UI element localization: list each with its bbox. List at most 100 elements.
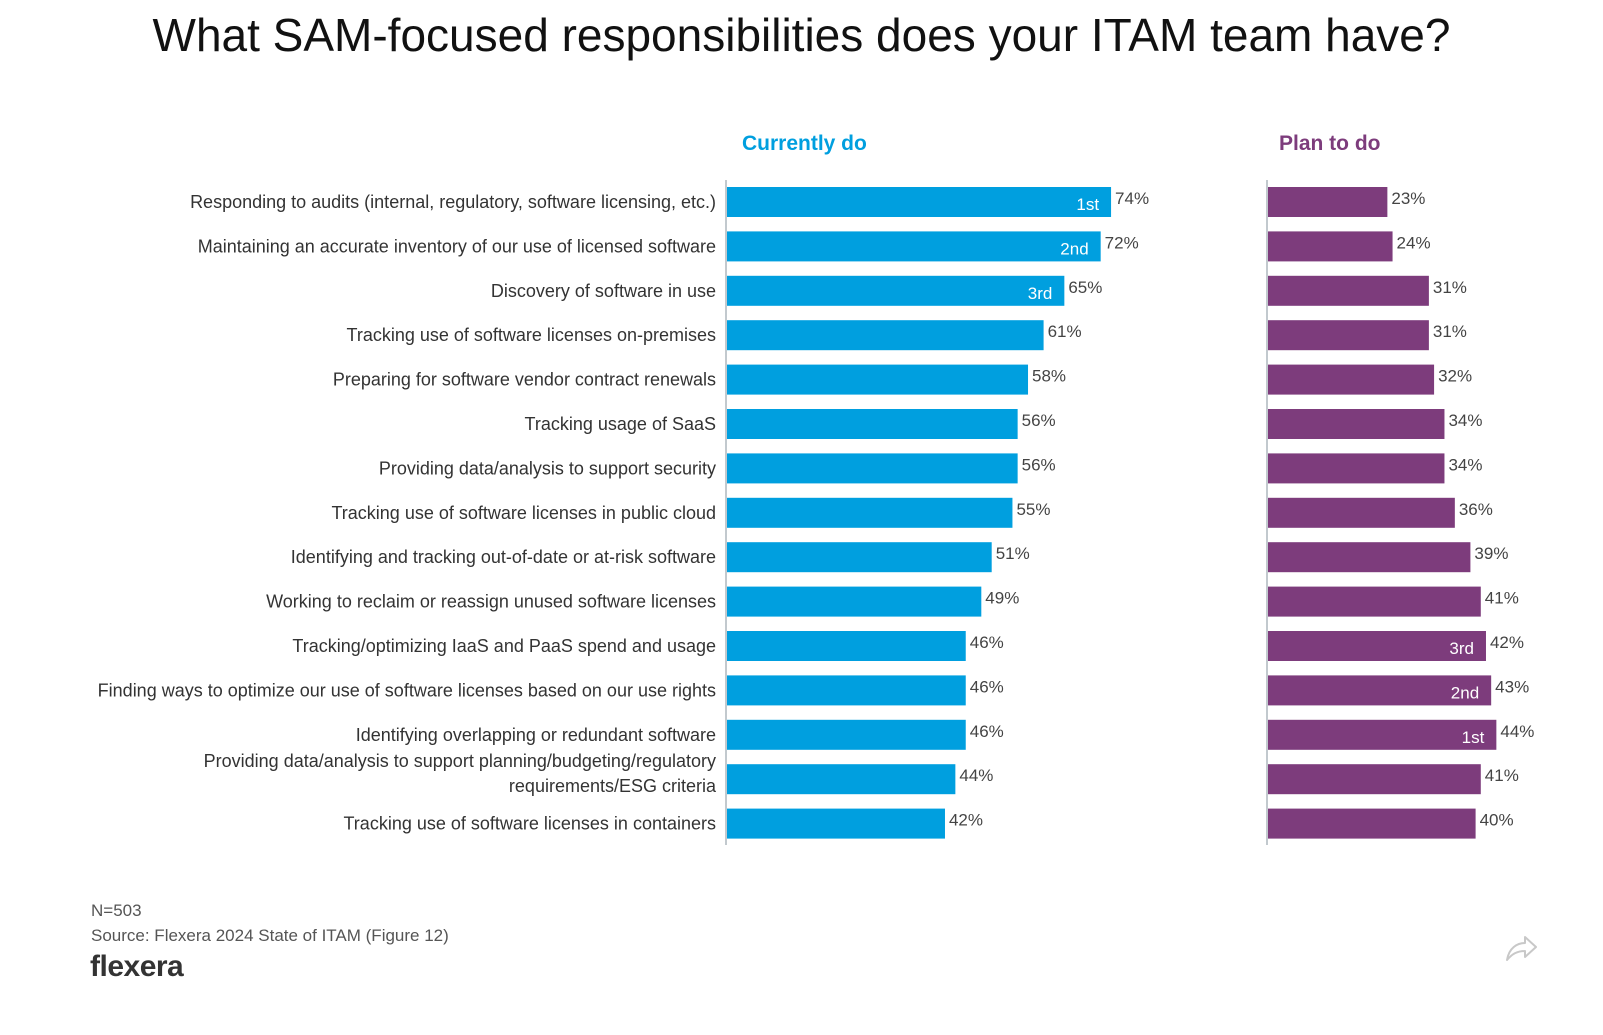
chart-title: What SAM-focused responsibilities does y…	[152, 9, 1451, 61]
bar-plan-to-do	[1268, 187, 1388, 217]
value-label-plan-to-do: 39%	[1474, 544, 1508, 563]
rank-label-currently-do: 2nd	[1060, 239, 1088, 258]
category-label: Tracking usage of SaaS	[525, 414, 716, 434]
category-label: Providing data/analysis to support plann…	[204, 751, 717, 796]
bar-currently-do	[727, 231, 1101, 262]
bar-currently-do	[727, 542, 992, 573]
category-label: Identifying overlapping or redundant sof…	[356, 725, 716, 745]
bar-currently-do	[727, 719, 966, 750]
category-label-line: Finding ways to optimize our use of soft…	[98, 680, 716, 700]
category-label: Responding to audits (internal, regulato…	[190, 192, 716, 212]
value-label-currently-do: 56%	[1022, 455, 1056, 474]
rank-label-plan-to-do: 2nd	[1451, 683, 1479, 702]
bar-currently-do	[727, 364, 1029, 395]
value-label-currently-do: 74%	[1115, 189, 1149, 208]
value-label-currently-do: 51%	[996, 544, 1030, 563]
value-label-plan-to-do: 42%	[1490, 633, 1524, 652]
category-label-line: requirements/ESG criteria	[509, 776, 717, 796]
bar-currently-do	[727, 453, 1018, 484]
category-label-line: Tracking usage of SaaS	[525, 414, 716, 434]
value-label-plan-to-do: 41%	[1485, 589, 1519, 608]
category-label-line: Preparing for software vendor contract r…	[333, 370, 716, 390]
bar-currently-do	[727, 631, 966, 661]
category-label-line: Identifying and tracking out-of-date or …	[291, 547, 716, 567]
series-header-plan-to-do: Plan to do	[1279, 132, 1381, 155]
bar-plan-to-do	[1268, 808, 1476, 839]
bar-plan-to-do	[1268, 320, 1429, 351]
rank-label-plan-to-do: 3rd	[1449, 639, 1474, 658]
share-arrow-icon[interactable]	[1503, 930, 1539, 966]
value-label-plan-to-do: 23%	[1391, 189, 1425, 208]
bar-plan-to-do	[1268, 542, 1471, 573]
category-label-line: Working to reclaim or reassign unused so…	[266, 592, 716, 612]
value-label-currently-do: 72%	[1105, 233, 1139, 252]
value-label-currently-do: 46%	[970, 633, 1004, 652]
rank-label-currently-do: 1st	[1076, 195, 1099, 214]
value-label-plan-to-do: 40%	[1480, 811, 1514, 830]
bar-currently-do	[727, 409, 1018, 439]
value-label-currently-do: 49%	[985, 589, 1019, 608]
value-label-plan-to-do: 34%	[1448, 455, 1482, 474]
value-label-currently-do: 42%	[949, 811, 983, 830]
category-label: Tracking/optimizing IaaS and PaaS spend …	[292, 636, 716, 656]
category-label-line: Discovery of software in use	[491, 281, 716, 301]
category-label-line: Tracking/optimizing IaaS and PaaS spend …	[292, 636, 716, 656]
value-label-currently-do: 46%	[970, 722, 1004, 741]
value-label-plan-to-do: 24%	[1397, 233, 1431, 252]
bar-currently-do	[727, 808, 945, 839]
value-label-plan-to-do: 34%	[1448, 411, 1482, 430]
category-label: Tracking use of software licenses in con…	[343, 814, 716, 834]
bar-currently-do	[727, 320, 1044, 351]
bar-plan-to-do	[1268, 719, 1497, 750]
rank-label-plan-to-do: 1st	[1462, 728, 1485, 747]
category-label: Maintaining an accurate inventory of our…	[198, 236, 716, 256]
value-label-currently-do: 61%	[1048, 322, 1082, 341]
category-label: Finding ways to optimize our use of soft…	[98, 680, 716, 700]
category-label: Identifying and tracking out-of-date or …	[291, 547, 716, 567]
value-label-currently-do: 58%	[1032, 367, 1066, 386]
bar-plan-to-do	[1268, 586, 1481, 617]
value-label-currently-do: 65%	[1068, 278, 1102, 297]
value-label-currently-do: 55%	[1016, 500, 1050, 519]
flexera-logo: flexera	[90, 950, 184, 983]
bar-currently-do	[727, 275, 1065, 306]
value-label-currently-do: 46%	[970, 677, 1004, 696]
category-label: Tracking use of software licenses in pub…	[331, 503, 716, 523]
rank-label-currently-do: 3rd	[1028, 284, 1053, 303]
category-label-line: Identifying overlapping or redundant sof…	[356, 725, 716, 745]
bar-plan-to-do	[1268, 675, 1492, 706]
value-label-plan-to-do: 31%	[1433, 322, 1467, 341]
category-label: Working to reclaim or reassign unused so…	[266, 592, 716, 612]
value-label-plan-to-do: 32%	[1438, 367, 1472, 386]
category-label-line: Tracking use of software licenses on-pre…	[347, 325, 716, 345]
category-label-line: Providing data/analysis to support plann…	[204, 751, 716, 771]
value-label-plan-to-do: 31%	[1433, 278, 1467, 297]
bar-plan-to-do	[1268, 497, 1455, 528]
category-label-line: Tracking use of software licenses in con…	[343, 814, 716, 834]
value-label-plan-to-do: 43%	[1495, 677, 1529, 696]
bar-plan-to-do	[1268, 409, 1445, 439]
source-note: Source: Flexera 2024 State of ITAM (Figu…	[91, 926, 449, 945]
category-label: Preparing for software vendor contract r…	[333, 370, 716, 390]
category-label-line: Tracking use of software licenses in pub…	[331, 503, 716, 523]
bar-currently-do	[727, 675, 966, 706]
value-label-plan-to-do: 41%	[1485, 766, 1519, 785]
bar-currently-do	[727, 497, 1013, 528]
category-label-line: Maintaining an accurate inventory of our…	[198, 236, 716, 256]
value-label-currently-do: 56%	[1022, 411, 1056, 430]
bar-plan-to-do	[1268, 453, 1445, 484]
category-label: Tracking use of software licenses on-pre…	[347, 325, 716, 345]
category-label-line: Providing data/analysis to support secur…	[379, 458, 716, 478]
bar-plan-to-do	[1268, 275, 1429, 306]
bar-currently-do	[727, 187, 1112, 217]
bar-plan-to-do	[1268, 364, 1435, 395]
bar-plan-to-do	[1268, 631, 1486, 661]
category-label: Providing data/analysis to support secur…	[379, 458, 716, 478]
bar-plan-to-do	[1268, 231, 1393, 262]
category-label: Discovery of software in use	[491, 281, 716, 301]
value-label-plan-to-do: 36%	[1459, 500, 1493, 519]
category-label-line: Responding to audits (internal, regulato…	[190, 192, 716, 212]
bar-currently-do	[727, 764, 956, 795]
bar-currently-do	[727, 586, 982, 617]
